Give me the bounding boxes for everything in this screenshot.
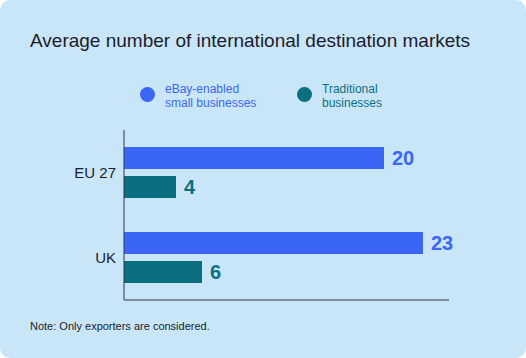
svg-text:EU 27: EU 27 <box>74 164 116 181</box>
svg-text:6: 6 <box>210 261 221 283</box>
html-text:Note: Only exporters are consi: Note: Only exporters are considered. <box>30 320 210 332</box>
svg-text:20: 20 <box>392 147 414 169</box>
html-text:Traditional businesses: Traditional businesses <box>322 82 382 110</box>
html-text:eBay-enabled small businesses: eBay-enabled small businesses <box>165 82 257 110</box>
svg-text:4: 4 <box>184 176 196 198</box>
svg-text:23: 23 <box>431 232 453 254</box>
svg-text:UK: UK <box>95 249 116 266</box>
html-text:Average number of internationa: Average number of international destinat… <box>30 30 471 51</box>
